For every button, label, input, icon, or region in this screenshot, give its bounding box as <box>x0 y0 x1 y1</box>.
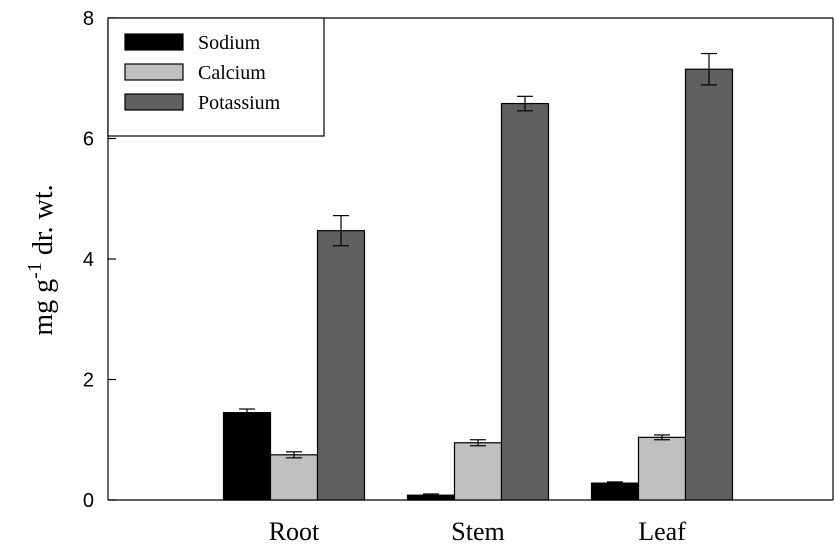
error-bars-layer <box>239 52 717 497</box>
y-axis-title-main: mg g <box>28 279 59 336</box>
y-tick-label: 8 <box>83 8 94 30</box>
bar-potassium-stem <box>500 102 550 501</box>
bar-calcium-root <box>269 454 319 501</box>
y-tick-label: 2 <box>83 370 94 392</box>
legend-label-calcium: Calcium <box>198 62 266 84</box>
x-category-label: Stem <box>451 517 504 546</box>
bar-sodium-leaf <box>590 482 640 501</box>
legend-swatch-sodium <box>124 33 184 51</box>
bar-calcium-leaf <box>637 436 687 501</box>
bar-sodium-root <box>222 412 272 501</box>
x-category-label: Leaf <box>638 517 686 546</box>
y-tick-label: 0 <box>83 490 94 512</box>
legend-swatch-potassium <box>124 93 184 111</box>
legend-label-sodium: Sodium <box>198 32 261 54</box>
x-axis: Root Stem Leaf <box>269 517 686 546</box>
x-category-label: Root <box>269 517 320 546</box>
legend-label-potassium: Potassium <box>198 92 281 114</box>
y-axis-title-suffix: dr. wt. <box>28 184 59 262</box>
y-axis-title-superscript: -1 <box>24 262 46 279</box>
y-tick-label: 4 <box>83 249 94 271</box>
legend-swatch-calcium <box>124 63 184 81</box>
bar-potassium-root <box>316 230 366 501</box>
y-axis-title: mg g-1 dr. wt. <box>24 184 59 335</box>
legend: Sodium Calcium Potassium <box>107 17 325 137</box>
bar-calcium-stem <box>453 442 503 501</box>
bars-layer <box>222 68 734 501</box>
bar-potassium-leaf <box>684 68 734 501</box>
y-tick-label: 6 <box>83 129 94 151</box>
